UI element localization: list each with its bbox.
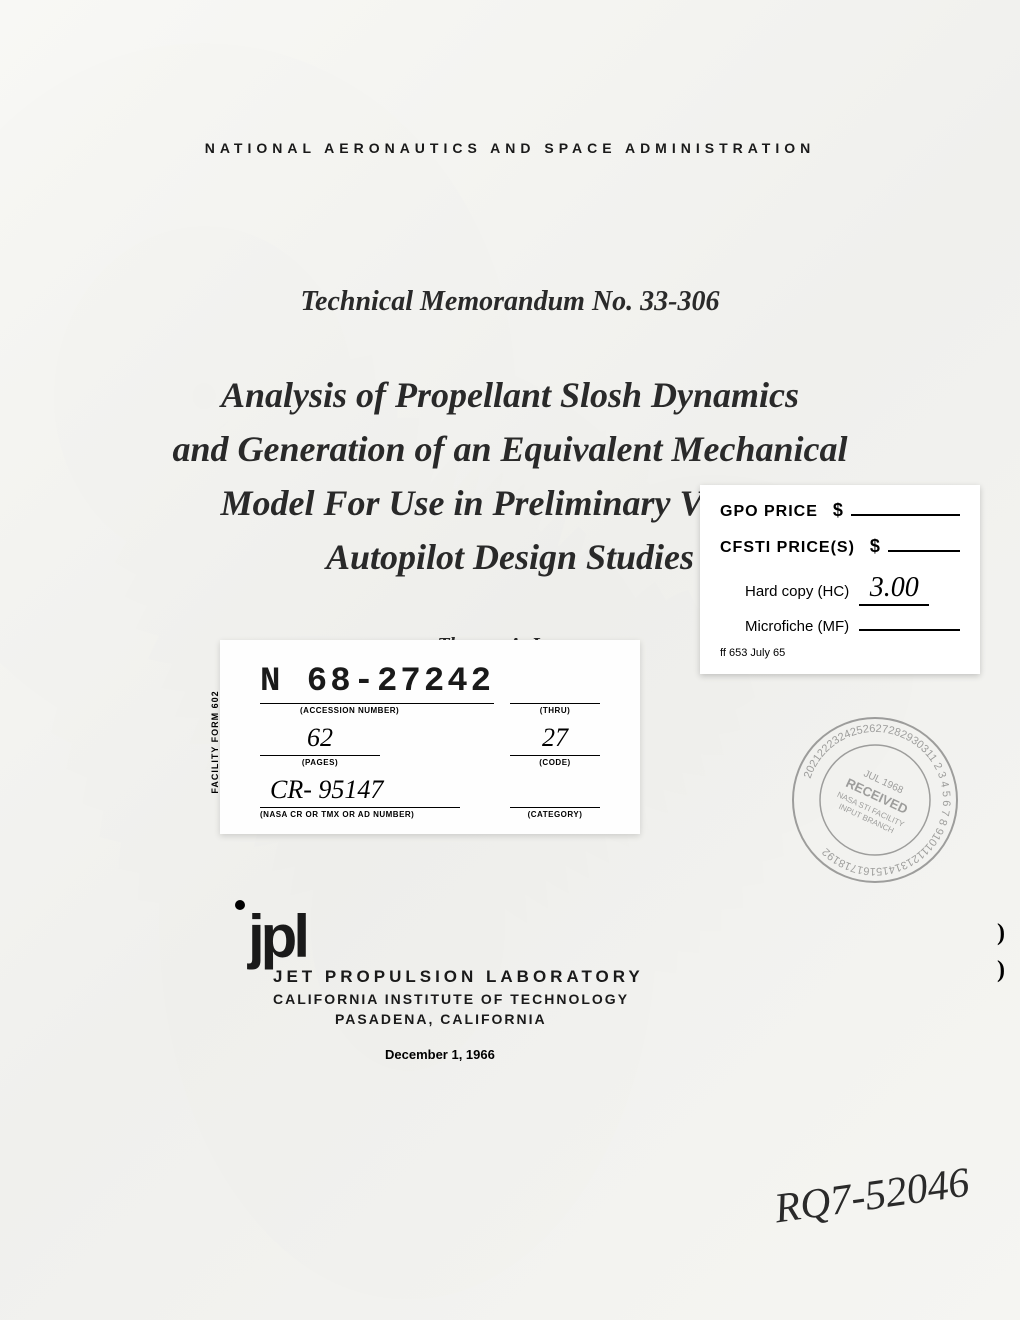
dollar-sign-2: $ xyxy=(870,536,880,557)
gpo-label: GPO PRICE xyxy=(720,503,818,521)
hardcopy-row: Hard copy (HC) 3.00 xyxy=(745,572,960,606)
category-field xyxy=(510,780,600,808)
jpl-section: jpl JET PROPULSION LABORATORY CALIFORNIA… xyxy=(235,900,644,1062)
accession-label: (ACCESSION NUMBER) xyxy=(300,706,399,715)
dollar-sign: $ xyxy=(833,500,843,521)
pages-label: (PAGES) xyxy=(302,758,338,767)
code-label: (CODE) xyxy=(539,758,570,767)
received-stamp: 2021222324252627282930311 2 3 4 5 6 7 8 … xyxy=(790,715,960,885)
nasa-cr-value: CR- 95147 xyxy=(260,775,460,808)
thru-field xyxy=(510,676,600,704)
edge-marks: ) ) xyxy=(997,920,1005,984)
jpl-dot-icon xyxy=(235,900,245,910)
cfsti-price-row: CFSTI PRICE(S) $ xyxy=(720,536,960,557)
cfsti-price-line xyxy=(888,550,960,552)
hardcopy-value: 3.00 xyxy=(859,572,929,606)
jpl-laboratory: JET PROPULSION LABORATORY xyxy=(273,967,644,987)
gpo-price-line xyxy=(851,514,960,516)
nasa-cr-label: (NASA CR OR TMX OR AD NUMBER) xyxy=(260,810,414,819)
hardcopy-label: Hard copy (HC) xyxy=(745,583,849,600)
facility-form-box: FACILITY FORM 602 N 68-27242 (ACCESSION … xyxy=(220,640,640,834)
jpl-location: PASADENA, CALIFORNIA xyxy=(335,1011,644,1027)
pages-value: 62 xyxy=(260,723,380,756)
microfiche-row: Microfiche (MF) xyxy=(745,618,960,635)
thru-label: (THRU) xyxy=(540,706,571,715)
price-footer: ff 653 July 65 xyxy=(720,647,960,659)
title-line-1: Analysis of Propellant Slosh Dynamics xyxy=(120,368,900,422)
agency-header: NATIONAL AERONAUTICS AND SPACE ADMINISTR… xyxy=(80,140,940,156)
facility-form-label: FACILITY FORM 602 xyxy=(210,690,220,793)
document-date: December 1, 1966 xyxy=(385,1047,644,1062)
title-line-2: and Generation of an Equivalent Mechanic… xyxy=(120,422,900,476)
gpo-price-row: GPO PRICE $ xyxy=(720,500,960,521)
microfiche-label: Microfiche (MF) xyxy=(745,618,849,635)
handwritten-note: RQ7-52046 xyxy=(772,1159,973,1234)
code-value: 27 xyxy=(510,723,600,756)
jpl-logo-text: jpl xyxy=(248,911,306,962)
memo-number: Technical Memorandum No. 33-306 xyxy=(80,286,940,318)
document-page: NATIONAL AERONAUTICS AND SPACE ADMINISTR… xyxy=(0,0,1020,1320)
accession-number: N 68-27242 xyxy=(260,663,494,704)
category-label: (CATEGORY) xyxy=(528,810,583,819)
price-box: GPO PRICE $ CFSTI PRICE(S) $ Hard copy (… xyxy=(700,485,980,674)
cfsti-label: CFSTI PRICE(S) xyxy=(720,539,855,557)
microfiche-line xyxy=(859,629,960,631)
jpl-logo: jpl xyxy=(235,900,644,962)
jpl-institute: CALIFORNIA INSTITUTE OF TECHNOLOGY xyxy=(273,991,644,1007)
